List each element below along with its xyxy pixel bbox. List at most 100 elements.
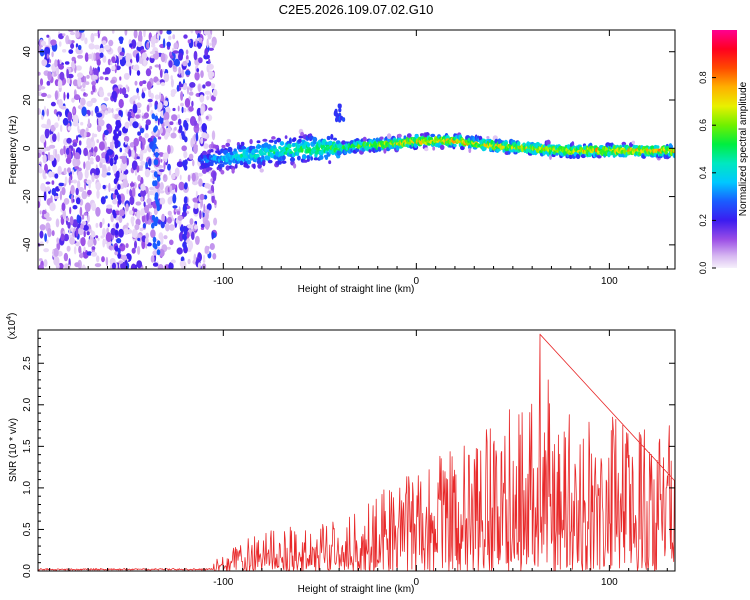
- noise-speck: [75, 31, 80, 38]
- noise-speck: [200, 227, 205, 230]
- noise-speck: [160, 159, 163, 163]
- ridge-point: [226, 138, 232, 143]
- noise-speck: [122, 178, 128, 188]
- noise-speck: [60, 105, 67, 110]
- noise-speck: [167, 144, 171, 155]
- noise-speck: [181, 211, 187, 217]
- ridge-point: [478, 135, 483, 141]
- noise-speck: [136, 165, 140, 173]
- noise-speck: [122, 152, 127, 157]
- noise-speck: [119, 39, 123, 45]
- noise-speck: [83, 212, 88, 216]
- noise-streak: [154, 151, 159, 158]
- noise-speck: [70, 40, 75, 44]
- noise-speck: [185, 49, 189, 55]
- ridge-point: [234, 163, 238, 169]
- noise-speck: [158, 63, 161, 71]
- noise-speck: [66, 92, 70, 100]
- noise-speck: [211, 130, 216, 141]
- colorbar-tick-label: 0.6: [698, 119, 708, 132]
- noise-speck: [63, 198, 70, 205]
- ridge-point: [202, 168, 207, 174]
- noise-speck: [90, 32, 95, 43]
- noise-speck: [44, 128, 50, 138]
- noise-streak: [153, 143, 157, 150]
- noise-speck: [40, 183, 46, 192]
- noise-streak: [156, 249, 161, 256]
- noise-speck: [91, 110, 94, 117]
- noise-streak: [118, 130, 122, 137]
- noise-speck: [83, 246, 86, 253]
- noise-speck: [105, 232, 112, 243]
- snr-panel: -100 0 100 0.0 0.5 1.0 1.5 2.0 2.5 Height of st…: [6, 313, 676, 595]
- ridge-point: [240, 141, 245, 146]
- noise-speck: [63, 183, 66, 187]
- noise-speck: [141, 52, 148, 60]
- noise-speck: [139, 127, 145, 134]
- noise-speck: [62, 33, 66, 37]
- noise-speck: [125, 203, 129, 212]
- noise-speck: [137, 245, 141, 255]
- noise-speck: [55, 218, 60, 228]
- noise-speck: [140, 160, 146, 166]
- noise-speck: [62, 117, 69, 126]
- noise-speck: [121, 254, 128, 261]
- noise-speck: [159, 182, 164, 191]
- noise-speck: [112, 223, 117, 229]
- ridge-point: [306, 142, 311, 148]
- noise-speck: [142, 87, 147, 92]
- noise-speck: [106, 204, 113, 209]
- noise-speck: [144, 168, 150, 178]
- noise-speck: [171, 114, 178, 121]
- noise-speck: [148, 158, 152, 167]
- noise-speck: [118, 98, 124, 109]
- noise-speck: [147, 137, 153, 143]
- ridge-point: [210, 149, 214, 153]
- noise-speck: [195, 30, 202, 36]
- y-tick-label: 40: [22, 46, 33, 58]
- noise-speck: [186, 86, 190, 95]
- ridge-point: [575, 153, 581, 159]
- noise-speck: [41, 92, 47, 97]
- ridge-point: [246, 165, 250, 169]
- noise-speck: [104, 76, 109, 81]
- noise-speck: [80, 97, 86, 106]
- noise-speck: [199, 193, 205, 201]
- noise-speck: [72, 148, 76, 157]
- noise-speck: [56, 153, 60, 163]
- ridge-point: [225, 142, 230, 147]
- noise-speck: [98, 141, 105, 151]
- noise-speck: [42, 210, 47, 215]
- ridge-point: [631, 140, 636, 145]
- noise-speck: [180, 260, 187, 269]
- noise-speck: [144, 133, 149, 139]
- noise-speck: [38, 201, 41, 209]
- noise-speck: [79, 253, 84, 259]
- noise-speck: [123, 93, 129, 99]
- noise-speck: [203, 143, 209, 149]
- noise-speck: [70, 227, 74, 232]
- ridge-point: [453, 143, 457, 148]
- noise-speck: [99, 221, 103, 229]
- noise-speck: [99, 30, 102, 35]
- noise-speck: [170, 55, 174, 59]
- noise-streak: [182, 162, 187, 169]
- noise-streak: [115, 176, 119, 182]
- noise-speck: [159, 190, 165, 194]
- noise-speck: [134, 264, 137, 269]
- noise-speck: [211, 231, 214, 240]
- noise-streak: [114, 229, 119, 236]
- noise-speck: [143, 112, 149, 119]
- noise-speck: [107, 58, 111, 66]
- x-tick-label: 100: [601, 577, 618, 588]
- y-tick-label: 0: [22, 145, 33, 151]
- svg-text:(x104): (x104): [6, 313, 18, 340]
- noise-speck: [210, 192, 215, 196]
- noise-speck: [84, 37, 88, 45]
- noise-speck: [81, 214, 85, 220]
- noise-speck: [159, 197, 166, 205]
- noise-speck: [72, 205, 78, 210]
- noise-speck: [208, 58, 211, 64]
- noise-speck: [72, 79, 79, 87]
- noise-speck: [166, 30, 172, 35]
